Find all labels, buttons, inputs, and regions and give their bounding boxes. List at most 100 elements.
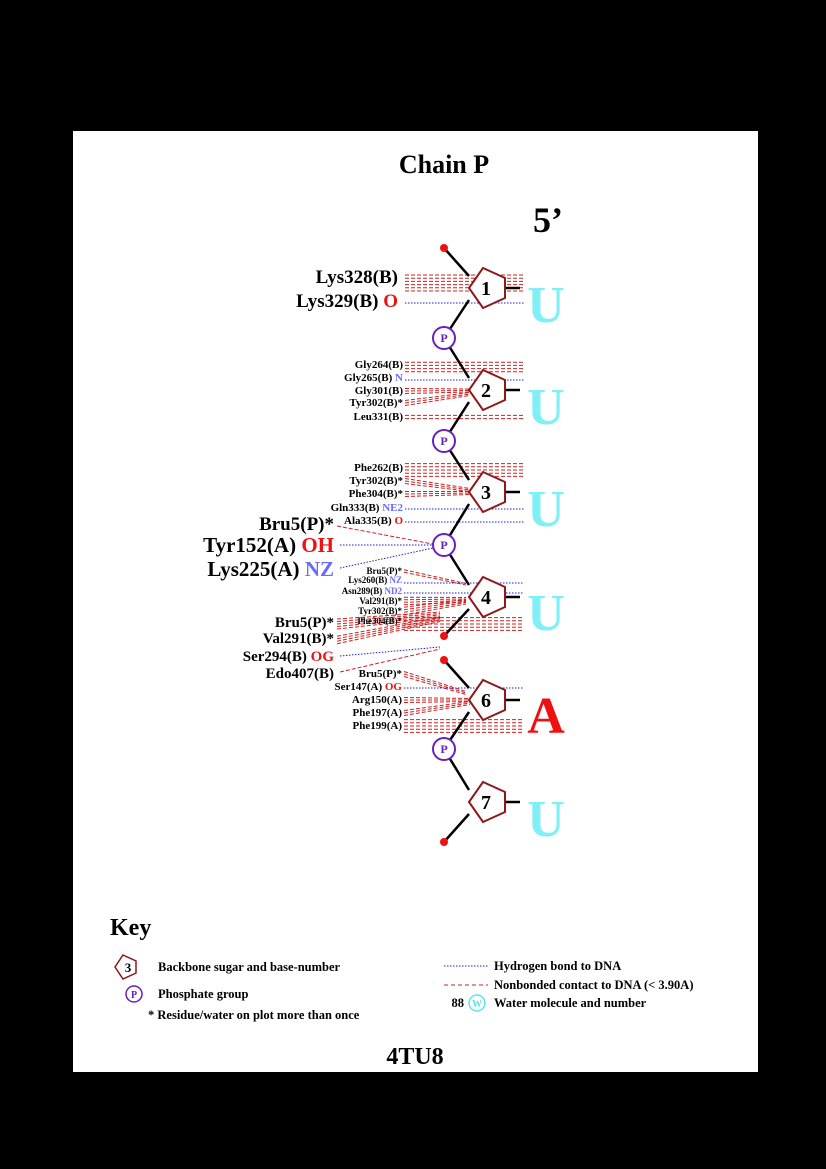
residue-label: Bru5(P)* (359, 668, 403, 680)
sugar-pentagon-icon (467, 470, 506, 514)
nonbonded-line (336, 616, 441, 627)
nonbonded-line (336, 616, 441, 637)
base-letter: U (527, 379, 565, 436)
residue-name: Val291(B)* (263, 631, 334, 647)
nonbonded-line (403, 676, 467, 695)
residue-name: Leu331(B) (354, 411, 404, 423)
nonbonded-line (403, 701, 471, 703)
residue-label: Asn289(B) ND2 (342, 586, 403, 596)
residue-atom: OG (307, 649, 334, 665)
residue-label: Ser294(B) OG (243, 649, 335, 665)
residue-atom: O (378, 291, 398, 312)
residue-name: Tyr302(B)* (349, 397, 403, 409)
residue-atom: ND2 (382, 586, 402, 596)
residue-label: Lys329(B) O (296, 291, 398, 312)
residue-label: Ser147(A) OG (334, 681, 402, 693)
residue-label: Arg150(A) (352, 694, 402, 706)
nonbonded-line (403, 701, 471, 711)
legend-repeat-text: * Residue/water on plot more than once (148, 1008, 360, 1022)
nonbonded-line (336, 611, 441, 620)
nonbonded-line (404, 388, 471, 390)
residue-name: Phe199(A) (353, 720, 403, 732)
legend-phosphate-p: P (131, 990, 137, 1001)
base-letter: U (527, 481, 565, 538)
nonbonded-line (404, 494, 471, 497)
residue-name: Gly301(B) (355, 385, 404, 397)
residue-name: Lys225(A) (207, 557, 299, 581)
nonbonded-line (403, 673, 467, 694)
sugar-pentagon-icon (467, 575, 506, 619)
nonbonded-line (336, 613, 441, 622)
backbone-bond-7 (443, 608, 470, 637)
residue-label: Val291(B)* (359, 596, 402, 606)
nonbonded-line (404, 393, 471, 404)
residue-name: Ala335(B) (344, 515, 392, 527)
nonbonded-line (403, 702, 471, 714)
nonbonded-line (403, 571, 467, 586)
nonbonded-line (404, 390, 471, 392)
residue-label: Bru5(P)* (275, 615, 334, 631)
residue-atom: OH (296, 533, 334, 557)
residue-name: Lys260(B) (348, 575, 387, 585)
phosphate-label: P (440, 538, 447, 552)
residue-name: Bru5(P)* (367, 566, 403, 576)
residue-label: Tyr302(B)* (349, 475, 403, 487)
residue-label: Bru5(P)* (367, 566, 403, 576)
residue-name: Gly264(B) (355, 359, 404, 371)
nonbonded-line (403, 599, 467, 608)
sugar-number: 4 (481, 587, 491, 609)
base-letter: U (527, 585, 565, 642)
nonbonded-line (339, 648, 441, 673)
nonbonded-line (404, 483, 471, 492)
nonbonded-line (403, 603, 467, 616)
residue-label: Tyr152(A) OH (203, 533, 334, 557)
base-letter: U (527, 277, 565, 334)
residue-label: Phe304(B)* (358, 616, 403, 626)
base-letter: U (527, 791, 565, 848)
nonbonded-line (403, 697, 471, 699)
residue-label: Gly264(B) (355, 359, 404, 371)
legend-water-icon: W (468, 994, 486, 1012)
residue-atom: NZ (300, 557, 334, 581)
residue-label: Gln333(B) NE2 (331, 502, 404, 514)
legend-hbond-text: Hydrogen bond to DNA (494, 959, 621, 973)
residue-name: Phe304(B)* (349, 488, 404, 500)
residue-name: Edo407(B) (266, 666, 334, 682)
nonbonded-line (336, 619, 441, 642)
residue-label: Lys260(B) NZ (348, 575, 402, 585)
nonbonded-line (336, 621, 441, 645)
phosphate-circle-icon (432, 429, 456, 453)
sugar-pentagon-icon (467, 780, 506, 824)
residue-name: Ser294(B) (243, 649, 307, 665)
sugar-pentagon-icon (467, 368, 506, 412)
residue-atom: N (392, 372, 403, 384)
residue-name: Gln333(B) (331, 502, 380, 514)
residue-name: Bru5(P)* (259, 514, 334, 535)
sugar-pentagon-icon (467, 678, 506, 722)
residue-name: Bru5(P)* (275, 615, 334, 631)
residue-name: Phe262(B) (354, 462, 403, 474)
base-letter: A (527, 688, 565, 745)
sugar-number: 1 (481, 278, 491, 300)
phosphate-circle-icon (432, 737, 456, 761)
nonbonded-line (404, 392, 471, 401)
residue-name: Phe304(B)* (358, 616, 403, 626)
nonbonded-line (336, 525, 439, 546)
residue-name: Arg150(A) (352, 694, 402, 706)
nonbonded-line (336, 618, 441, 640)
legend-sugar-icon: 3 (114, 954, 137, 980)
legend-sugar-text: Backbone sugar and base-number (158, 960, 341, 974)
legend-phosphate-icon: P (125, 985, 143, 1003)
backbone-bond-8 (443, 659, 470, 689)
residue-atom: NE2 (379, 502, 403, 514)
nonbonded-line (403, 569, 467, 584)
nonbonded-line (404, 391, 471, 394)
residue-label: Tyr302(B)* (358, 606, 402, 616)
sugar-number: 7 (481, 792, 491, 814)
phosphate-label: P (440, 331, 447, 345)
phosphate-label: P (440, 434, 447, 448)
residue-label: Edo407(B) (266, 666, 334, 682)
residue-label: Phe197(A) (353, 707, 403, 719)
terminal-atom-1 (440, 632, 448, 640)
residue-label: Lys225(A) NZ (207, 557, 334, 581)
